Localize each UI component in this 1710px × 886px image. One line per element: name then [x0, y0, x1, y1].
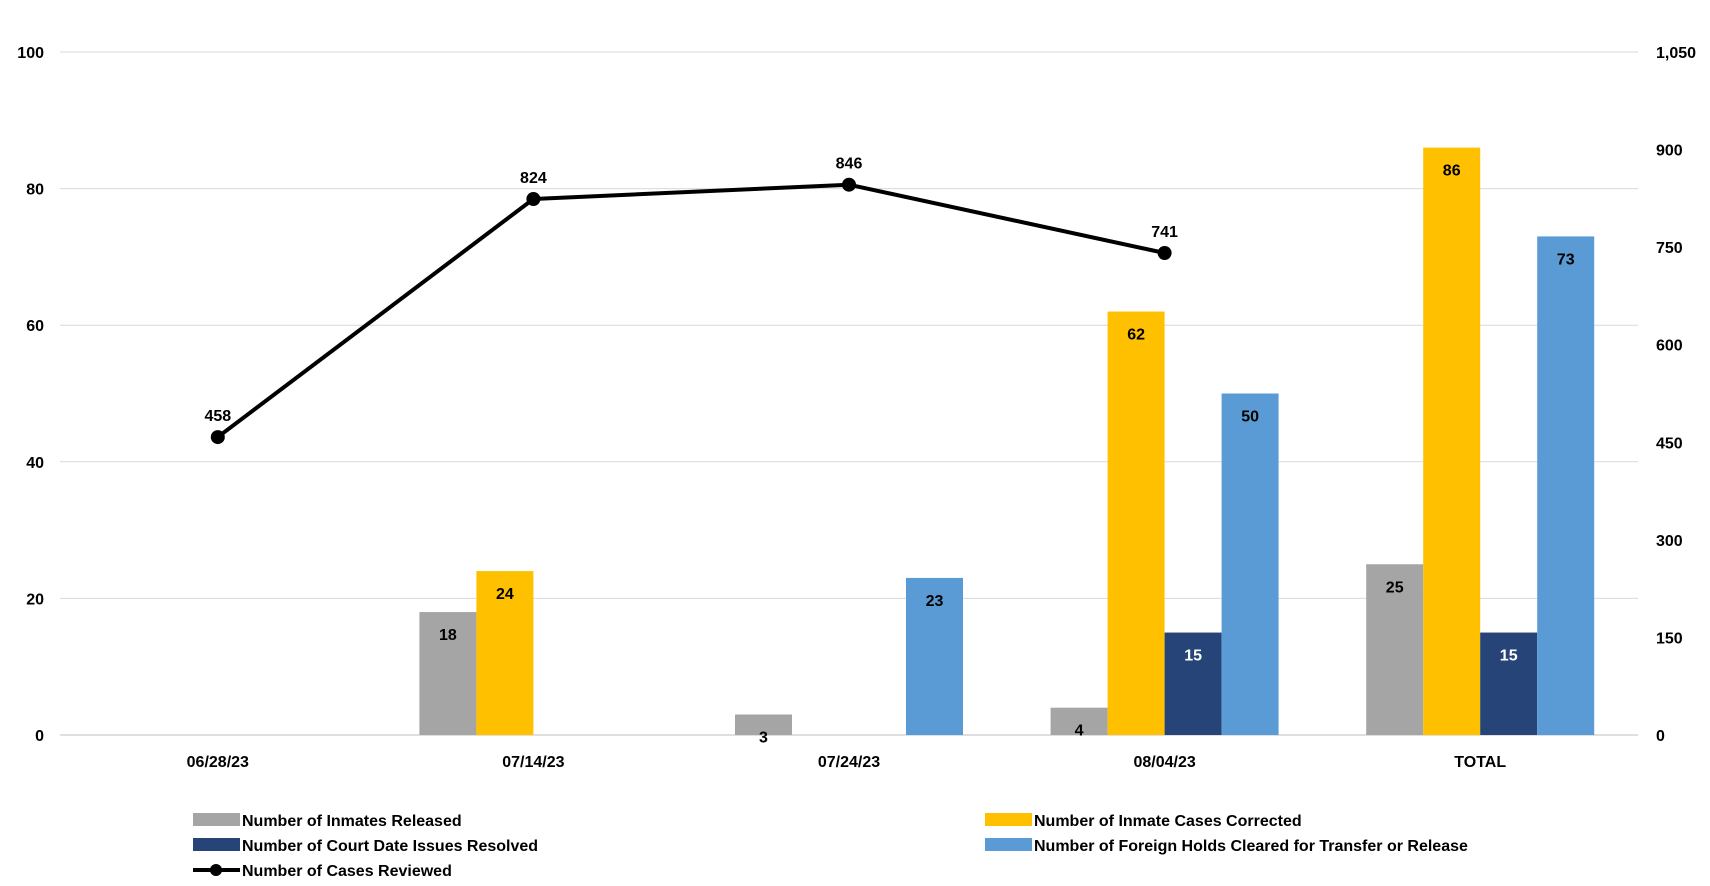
y-right-tick-label: 150 — [1656, 630, 1683, 647]
axes: 02040608010001503004506007509001,05006/2… — [17, 45, 1696, 771]
x-tick-label: 06/28/23 — [187, 754, 249, 771]
legend-label: Number of Inmates Released — [242, 813, 462, 830]
y-left-tick-label: 40 — [26, 455, 44, 472]
bar — [1221, 393, 1279, 735]
y-left-tick-label: 80 — [26, 182, 44, 199]
bar — [1050, 707, 1108, 735]
line-data-label: 458 — [204, 408, 231, 425]
line-data-label: 846 — [836, 156, 863, 173]
bar — [1366, 564, 1424, 735]
bar — [1480, 632, 1538, 735]
bar — [1537, 236, 1595, 735]
y-left-tick-label: 60 — [26, 318, 44, 335]
legend-marker — [210, 864, 222, 876]
bar — [1423, 147, 1481, 735]
bar — [1107, 311, 1165, 735]
line-point — [526, 192, 541, 207]
bar-data-label: 15 — [1184, 648, 1202, 665]
x-tick-label: TOTAL — [1454, 754, 1506, 771]
bar — [735, 714, 792, 735]
bar-data-label: 86 — [1443, 163, 1461, 180]
line-data-label: 741 — [1151, 224, 1178, 241]
y-right-tick-label: 750 — [1656, 240, 1683, 257]
bar — [906, 577, 963, 735]
legend: Number of Inmates Released Number of Inma… — [193, 813, 1468, 880]
x-tick-label: 08/04/23 — [1133, 754, 1195, 771]
bars: 18 3 4 25 24 62 86 15 15 23 50 73 — [419, 147, 1595, 747]
legend-swatch — [985, 838, 1032, 851]
bar-data-label: 73 — [1557, 251, 1575, 268]
bar-data-label: 62 — [1127, 327, 1145, 344]
line-point — [210, 430, 225, 445]
bar — [1164, 632, 1222, 735]
line-series: 458 824 846 741 — [204, 156, 1178, 445]
legend-swatch — [193, 813, 240, 826]
legend-swatch — [985, 813, 1032, 826]
legend-label: Number of Court Date Issues Resolved — [242, 838, 538, 855]
y-left-tick-label: 0 — [35, 728, 44, 745]
bar — [476, 571, 534, 735]
line-point — [1157, 245, 1172, 260]
legend-swatch — [193, 838, 240, 851]
y-right-tick-label: 900 — [1656, 143, 1683, 160]
y-left-tick-label: 20 — [26, 591, 44, 608]
bar-data-label: 23 — [926, 593, 944, 610]
bar-data-label: 4 — [1075, 723, 1084, 740]
x-tick-label: 07/14/23 — [502, 754, 564, 771]
y-right-tick-label: 600 — [1656, 338, 1683, 355]
bar-data-label: 18 — [439, 627, 457, 644]
y-right-tick-label: 1,050 — [1656, 45, 1696, 62]
y-right-tick-label: 0 — [1656, 728, 1665, 745]
x-tick-label: 07/24/23 — [818, 754, 880, 771]
y-right-tick-label: 300 — [1656, 533, 1683, 550]
line-path — [216, 182, 1166, 439]
line-point — [842, 177, 856, 192]
bar-data-label: 3 — [759, 730, 768, 747]
bar — [419, 612, 477, 735]
y-left-tick-label: 100 — [17, 45, 44, 62]
y-right-tick-label: 450 — [1656, 435, 1683, 452]
legend-label: Number of Inmate Cases Corrected — [1034, 813, 1302, 830]
line-data-label: 824 — [520, 170, 547, 187]
legend-label: Number of Cases Reviewed — [242, 863, 452, 880]
bar-data-label: 50 — [1241, 409, 1259, 426]
legend-label: Number of Foreign Holds Cleared for Tran… — [1034, 838, 1468, 855]
bar-data-label: 24 — [496, 586, 514, 603]
bar-data-label: 15 — [1500, 648, 1518, 665]
bar-data-label: 25 — [1386, 579, 1404, 596]
